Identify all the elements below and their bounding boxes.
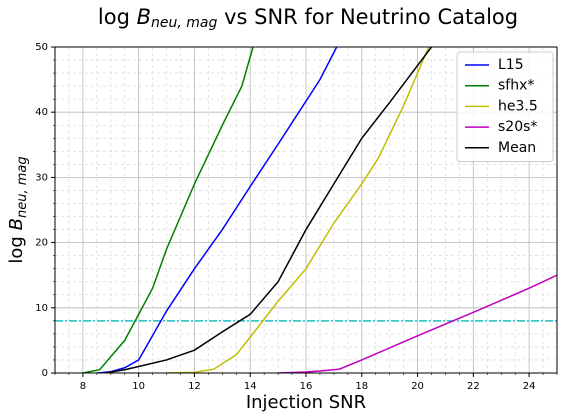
- x-tick-label: 20: [411, 381, 424, 392]
- y-tick-label: 20: [35, 238, 48, 249]
- chart-title: log Bneu, mag vs SNR for Neutrino Catalo…: [98, 5, 518, 34]
- legend-label: sfhx*: [498, 78, 534, 94]
- x-tick-label: 12: [188, 381, 201, 392]
- plot: [55, 47, 557, 373]
- x-tick-label: 22: [467, 381, 480, 392]
- legend-label: he3.5: [498, 98, 538, 114]
- y-tick-label: 10: [35, 303, 48, 314]
- legend-label: s20s*: [498, 119, 537, 135]
- x-tick-label: 8: [80, 381, 86, 392]
- legend-box: [456, 51, 554, 162]
- x-tick-label: 14: [244, 381, 257, 392]
- plot-frame: [54, 46, 558, 374]
- y-tick-label: 40: [35, 107, 48, 118]
- series-line: [96, 47, 338, 373]
- y-tick-label: 0: [42, 368, 48, 379]
- series-line: [82, 47, 254, 373]
- series-line: [166, 47, 430, 373]
- x-axis-label: Injection SNR: [246, 392, 366, 413]
- series-line: [105, 47, 433, 373]
- x-tick-label: 16: [300, 381, 313, 392]
- series-line: [278, 274, 557, 373]
- x-tick-label: 24: [523, 381, 536, 392]
- y-tick-label: 30: [35, 172, 48, 183]
- y-tick-label: 50: [35, 42, 48, 53]
- legend-label: L15: [498, 57, 524, 73]
- y-axis-label: log Bneu, mag: [6, 156, 30, 263]
- legend-label: Mean: [498, 140, 536, 156]
- x-tick-label: 18: [355, 381, 368, 392]
- x-tick-label: 10: [132, 381, 145, 392]
